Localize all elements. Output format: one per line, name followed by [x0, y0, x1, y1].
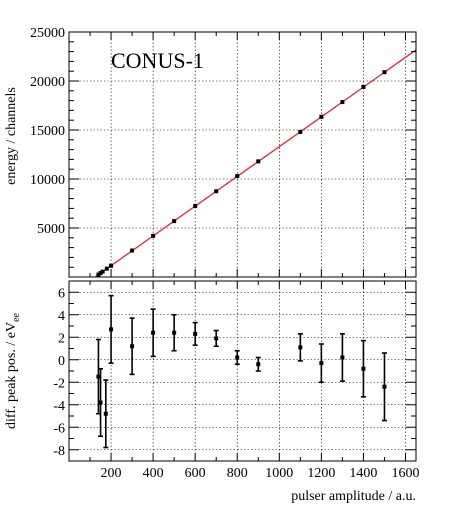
residual-frame — [68, 280, 417, 462]
energy-point — [172, 219, 177, 224]
detector-label: CONUS-1 — [111, 48, 204, 73]
residual-tick-label: 6 — [58, 286, 65, 301]
residual-point — [340, 355, 345, 360]
x-tick-label: 1600 — [391, 466, 419, 481]
energy-tick-label: 5000 — [37, 222, 65, 237]
x-tick-label: 200 — [101, 466, 122, 481]
residual-point — [103, 411, 108, 416]
energy-tick-label: 10000 — [30, 173, 65, 188]
x-axis-label: pulser amplitude / a.u. — [291, 489, 416, 504]
residual-point — [151, 330, 156, 335]
x-tick-label: 1200 — [307, 466, 335, 481]
residual-tick-label: -6 — [53, 421, 65, 436]
x-tick-label: 800 — [227, 466, 248, 481]
energy-point — [151, 233, 156, 238]
energy-point — [319, 114, 324, 119]
energy-panel: 5000 10000 15000 20000 25000 CONUS-1 energy … — [4, 26, 417, 278]
energy-point — [98, 271, 103, 276]
residual-point — [172, 330, 177, 335]
energy-point — [298, 129, 303, 134]
residual-point — [382, 384, 387, 389]
energy-points — [96, 70, 387, 277]
energy-point — [104, 266, 109, 271]
energy-frame — [68, 31, 417, 278]
energy-ticks: 5000 10000 15000 20000 25000 — [30, 26, 416, 277]
residual-tick-label: 0 — [58, 354, 65, 369]
residual-point — [130, 344, 135, 349]
residual-axis-label-sub: ee — [11, 312, 22, 321]
residual-point — [214, 336, 219, 341]
residual-point — [256, 362, 261, 367]
energy-point — [214, 189, 219, 194]
x-tick-label: 1000 — [265, 466, 293, 481]
x-tick-label: 1400 — [349, 466, 377, 481]
residual-point — [361, 366, 366, 371]
residual-axis-label-main: diff. peak pos. / eV — [4, 322, 19, 429]
energy-point — [256, 159, 261, 164]
residual-point — [98, 400, 103, 405]
residual-ticks: 200 400 600 800 1000 1200 1400 1600 -8 -6 -4 -2 0 2 4 6 — [53, 280, 419, 481]
x-tick-label: 400 — [143, 466, 164, 481]
residual-panel: 200 400 600 800 1000 1200 1400 1600 -8 -6 -4 -2 0 2 4 6… — [4, 280, 419, 504]
energy-point — [100, 269, 105, 274]
residual-point — [298, 345, 303, 350]
energy-point — [382, 70, 387, 75]
residual-axis-label: diff. peak pos. / eVee — [4, 312, 22, 429]
residual-tick-label: -8 — [53, 444, 65, 459]
energy-tick-label: 25000 — [30, 26, 65, 41]
x-tick-label: 600 — [185, 466, 206, 481]
residual-point — [193, 331, 198, 336]
residual-tick-label: -2 — [53, 376, 65, 391]
residual-point — [96, 374, 101, 379]
energy-point — [340, 100, 345, 105]
energy-point — [96, 272, 101, 277]
linear-fit-line — [94, 49, 417, 278]
energy-point — [235, 174, 240, 179]
residual-tick-label: 4 — [58, 309, 65, 324]
residual-points — [95, 294, 387, 449]
energy-point — [361, 84, 366, 89]
energy-axis-label: energy / channels — [4, 87, 19, 185]
energy-tick-label: 15000 — [30, 124, 65, 139]
residual-point — [109, 327, 114, 332]
energy-point — [193, 203, 198, 208]
energy-point — [130, 248, 135, 253]
residual-point — [319, 361, 324, 366]
residual-point — [235, 355, 240, 360]
energy-point — [109, 263, 114, 268]
energy-tick-label: 20000 — [30, 75, 65, 90]
residual-tick-label: -4 — [53, 399, 65, 414]
residual-tick-label: 2 — [58, 331, 65, 346]
